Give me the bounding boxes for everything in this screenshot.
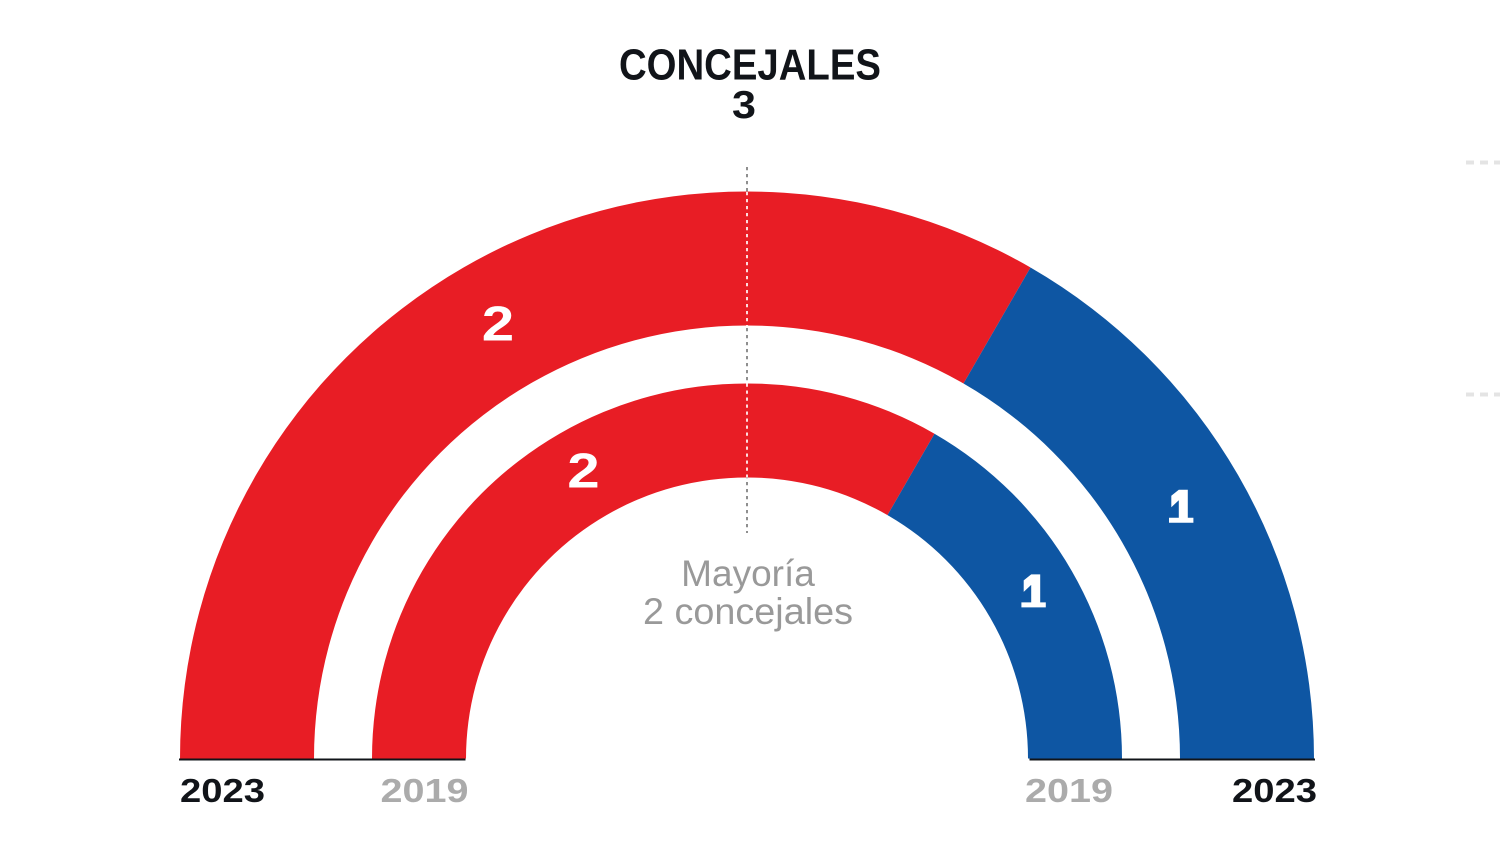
svg-text:Mayoría: Mayoría: [681, 553, 815, 594]
svg-text:2023: 2023: [180, 773, 265, 810]
svg-text:2: 2: [482, 297, 514, 352]
svg-text:2 concejales: 2 concejales: [643, 591, 853, 632]
svg-text:2023: 2023: [1232, 773, 1317, 810]
svg-text:2019: 2019: [381, 773, 469, 810]
svg-text:CONCEJALES: CONCEJALES: [619, 42, 881, 90]
svg-text:2: 2: [567, 444, 599, 499]
svg-text:3: 3: [732, 83, 756, 126]
svg-text:2019: 2019: [1025, 773, 1113, 810]
